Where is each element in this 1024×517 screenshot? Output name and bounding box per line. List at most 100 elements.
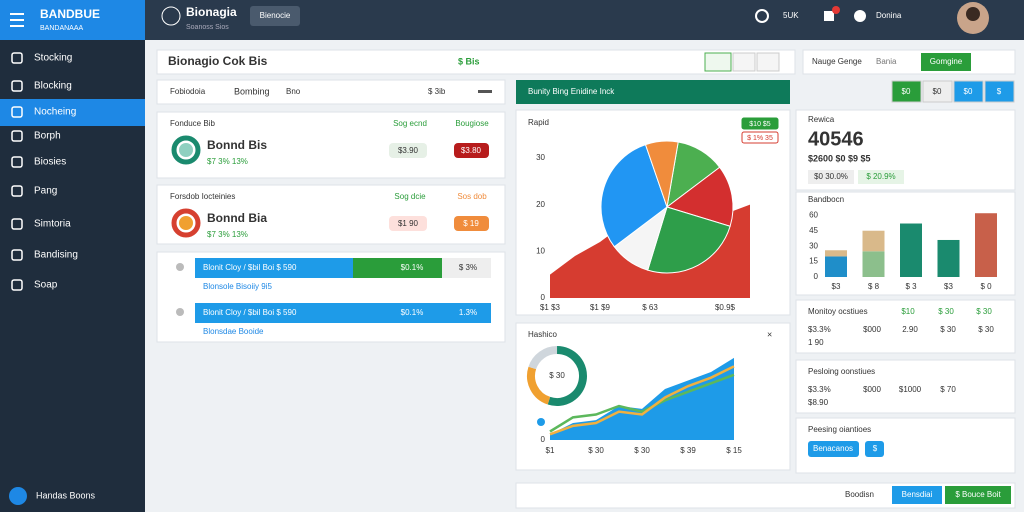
top-subtitle: Soanoss Sios [186, 24, 229, 31]
x-tick-label: $ 63 [642, 303, 658, 312]
label: $3.80 [461, 146, 482, 155]
nav-item[interactable]: Stocking [34, 53, 72, 64]
toolbar-select[interactable]: Bania [876, 57, 897, 66]
seg-btn[interactable] [704, 52, 732, 72]
notif-dot [832, 6, 840, 14]
btn[interactable] [865, 441, 884, 457]
nav-item[interactable]: Borph [34, 131, 61, 142]
nav-item[interactable]: Blocking [34, 81, 72, 92]
label: Pesloing oonstiues [808, 367, 875, 376]
label: Monitoy ocstiues [808, 307, 868, 316]
nav-item[interactable]: Simtoria [34, 219, 71, 230]
nav-icon [11, 106, 23, 118]
filter[interactable]: Fobiodoia [170, 87, 206, 96]
x-tick-label: $1 $3 [540, 303, 561, 312]
label: Hashico [528, 330, 557, 339]
donut-slice [527, 366, 551, 405]
donut-slice [528, 345, 558, 370]
btn[interactable] [891, 80, 922, 103]
sidebar-footer[interactable]: Handas Boons [36, 490, 96, 500]
user-icon [854, 10, 866, 22]
legend-badge [741, 117, 779, 130]
seg-btn[interactable] [756, 52, 780, 72]
label: $ 30 [978, 325, 994, 334]
label: Rapid [528, 118, 549, 127]
x-tick-label: $ 30 [588, 446, 604, 455]
label: Blonsole Bisoiiy 9i5 [203, 282, 272, 291]
x-tick-label: $3 [944, 282, 953, 291]
x-tick-label: $0.9$ [715, 303, 736, 312]
footer-button-label: $ Bouce Boit [955, 490, 1001, 499]
label: $ 30 [549, 371, 565, 380]
x-tick-label: $ 3 [905, 282, 917, 291]
btn[interactable] [922, 80, 953, 103]
label: Sog ecnd [393, 119, 427, 128]
chart-panel [515, 322, 791, 471]
top-button-label: Bienocie [260, 11, 291, 20]
legend-label: $ 1% 35 [747, 135, 773, 142]
filter[interactable]: Bombing [234, 86, 270, 96]
close[interactable]: × [767, 329, 772, 339]
label: $0.1% [401, 263, 424, 272]
nav-icon [11, 52, 23, 64]
nav-icon [11, 249, 23, 261]
label: $ 30 [938, 307, 954, 316]
badge [808, 170, 854, 184]
nav-item[interactable]: Nocheing [34, 107, 76, 118]
top-button[interactable] [250, 6, 300, 26]
filter-icon [478, 90, 492, 93]
nav-item[interactable]: Bandising [34, 250, 78, 261]
radio[interactable] [176, 263, 184, 271]
user-name[interactable]: Donina [876, 11, 902, 20]
footer-button[interactable] [892, 486, 942, 504]
label: $ [997, 87, 1002, 96]
brand-bar [0, 0, 145, 40]
menu-icon [10, 19, 24, 21]
filter[interactable]: Bno [286, 87, 301, 96]
nav-item[interactable]: Biosies [34, 157, 66, 168]
nav-icon [11, 156, 23, 168]
badge-text: $0 30.0% [814, 172, 848, 181]
panel-title-bar [516, 80, 790, 104]
dot [537, 418, 545, 426]
x-tick-label: $ 39 [680, 446, 696, 455]
nav-item[interactable]: Soap [34, 280, 58, 291]
footer-label: Boodisn [845, 490, 874, 499]
brand: BANDBUE [40, 7, 100, 21]
label: 2.90 [902, 325, 918, 334]
btn[interactable] [953, 80, 984, 103]
label: $ 70 [940, 385, 956, 394]
table-panel [795, 299, 1016, 354]
btn[interactable] [984, 80, 1015, 103]
label: $1000 [899, 385, 922, 394]
seg-btn[interactable] [732, 52, 756, 72]
radio[interactable] [176, 308, 184, 316]
stat-panel [795, 109, 1016, 191]
label: $1 90 [398, 219, 419, 228]
nav-item[interactable]: Pang [34, 186, 57, 197]
footer-icon [9, 487, 27, 505]
label: $ 30 [940, 325, 956, 334]
legend-badge [741, 131, 779, 144]
menu-icon[interactable] [10, 13, 24, 15]
y-tick-label: 60 [809, 210, 818, 219]
notif-icon[interactable] [824, 11, 834, 21]
logo [161, 6, 181, 26]
header-bar [156, 49, 796, 75]
panel-title: Bunity Bing Enidine Inck [528, 87, 615, 96]
filter[interactable]: $ 3ib [428, 87, 446, 96]
label: Forsdob Iocteinies [170, 192, 235, 201]
label: $10 [901, 307, 915, 316]
btn[interactable] [808, 441, 859, 457]
label: Bandbocn [808, 195, 844, 204]
y-tick-label: 30 [536, 153, 545, 162]
footer-button[interactable] [945, 486, 1011, 504]
line [549, 365, 735, 436]
stat-value: 40546 [808, 128, 864, 150]
y-tick-label: 0 [541, 293, 546, 302]
label: Benacanos [813, 444, 853, 453]
label: $ 3% [459, 263, 477, 272]
toolbar-button[interactable] [921, 53, 971, 71]
active-item [0, 99, 145, 126]
label: $7 3% 13% [207, 230, 248, 239]
